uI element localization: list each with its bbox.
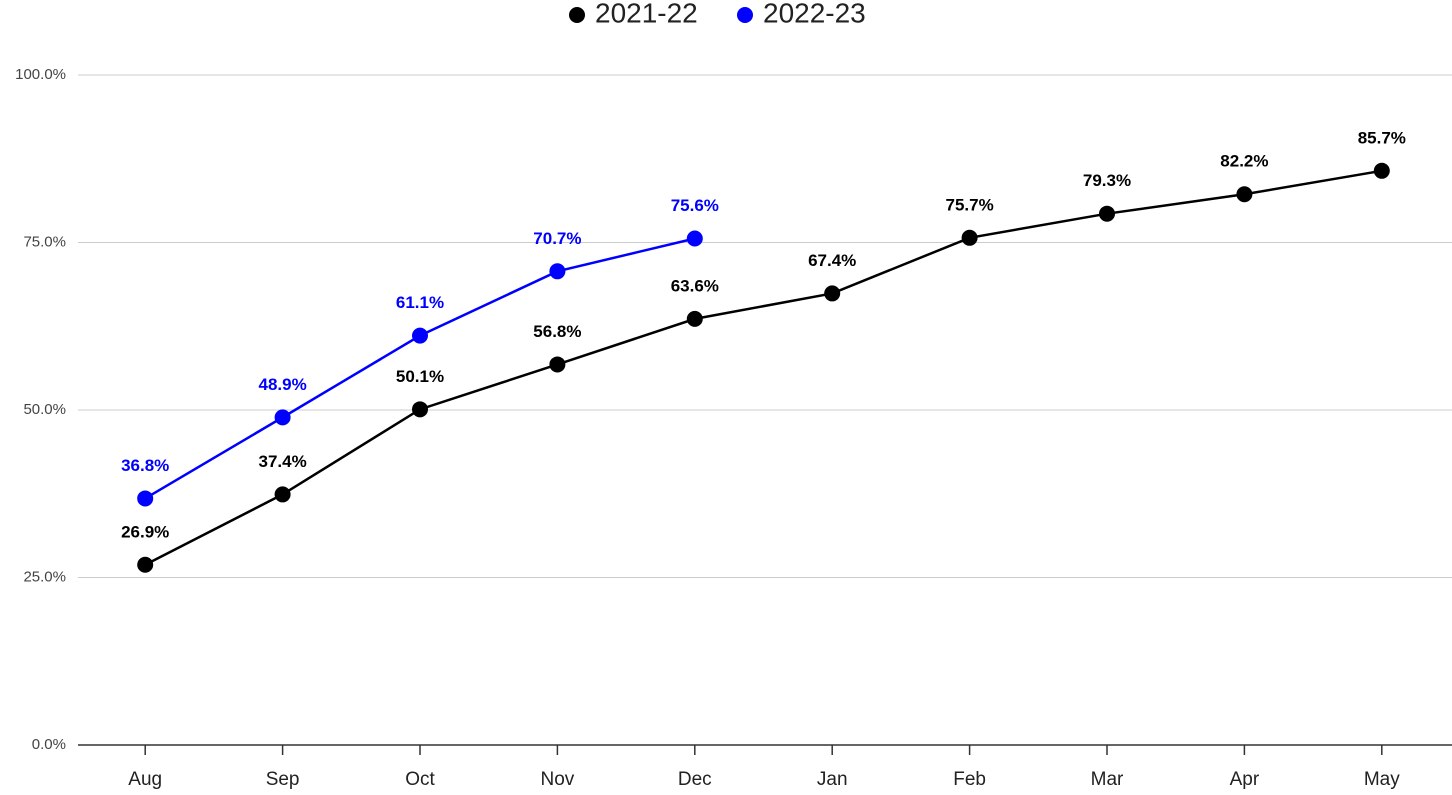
legend-marker (737, 7, 753, 23)
data-point (1099, 205, 1115, 222)
legend-marker (569, 7, 585, 23)
data-point (961, 229, 978, 246)
data-point (137, 556, 154, 573)
data-point (824, 285, 841, 302)
x-tick-label: Oct (405, 769, 435, 790)
data-point (549, 263, 566, 280)
x-tick-label: Aug (128, 769, 162, 790)
x-tick-label: Mar (1091, 769, 1124, 790)
data-point (274, 409, 291, 426)
y-tick-label: 100.0% (15, 66, 66, 83)
y-tick-label: 25.0% (23, 568, 66, 585)
data-label: 37.4% (258, 452, 306, 471)
data-label: 50.1% (396, 367, 444, 386)
data-point (412, 327, 428, 344)
x-tick-label: May (1364, 769, 1400, 790)
data-point (274, 486, 291, 503)
data-label: 82.2% (1220, 152, 1268, 171)
data-label: 67.4% (808, 251, 856, 270)
data-point (412, 401, 428, 418)
data-label: 56.8% (533, 322, 581, 341)
data-point (137, 490, 154, 507)
series-line (144, 169, 1383, 566)
data-point (549, 356, 566, 373)
data-label: 36.8% (121, 456, 169, 475)
legend-label: 2022-23 (763, 0, 866, 28)
data-point (686, 230, 703, 247)
data-point (1236, 186, 1253, 203)
y-tick-label: 0.0% (32, 736, 66, 753)
legend-label: 2021-22 (595, 0, 698, 28)
data-label: 61.1% (396, 293, 444, 312)
x-tick-label: Feb (953, 769, 986, 790)
x-tick-label: Sep (266, 769, 300, 790)
x-tick-label: Jan (817, 769, 848, 790)
x-tick-label: Dec (678, 769, 712, 790)
y-tick-label: 75.0% (23, 233, 66, 250)
data-label: 63.6% (671, 276, 719, 295)
data-label: 79.3% (1083, 171, 1131, 190)
data-label: 75.7% (945, 195, 993, 214)
data-point (1373, 162, 1390, 179)
y-tick-label: 50.0% (23, 401, 66, 418)
data-label: 75.6% (671, 196, 719, 215)
x-tick-label: Apr (1230, 769, 1260, 790)
data-label: 26.9% (121, 522, 169, 541)
data-label: 70.7% (533, 229, 581, 248)
data-label: 85.7% (1358, 128, 1406, 147)
data-point (686, 310, 703, 327)
data-label: 48.9% (258, 375, 306, 394)
x-tick-label: Nov (541, 769, 575, 790)
